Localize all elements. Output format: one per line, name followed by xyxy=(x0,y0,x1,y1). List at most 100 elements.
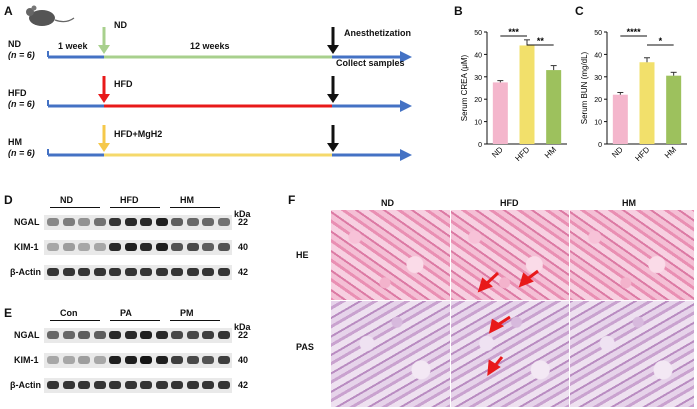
arrowhead-icon xyxy=(400,100,412,112)
blot-group-label: HM xyxy=(180,195,194,205)
blot-band xyxy=(124,268,137,276)
diet-arrowhead-icon xyxy=(98,45,110,54)
blot-band xyxy=(62,243,75,251)
blot-band xyxy=(47,218,59,226)
blot-group-line xyxy=(110,207,160,208)
blot-band xyxy=(186,331,199,339)
blot-band xyxy=(124,331,137,339)
blot-band xyxy=(217,381,230,389)
y-tick-label: 20 xyxy=(594,97,602,104)
group-hfd-n: (n = 6) xyxy=(8,99,35,109)
y-tick-label: 30 xyxy=(474,75,482,82)
histo-pas-hm xyxy=(569,300,695,408)
blot-group-line xyxy=(110,320,160,321)
blot-band xyxy=(109,268,121,276)
sample-arrowhead-icon xyxy=(327,45,339,54)
week1-label: 1 week xyxy=(58,41,88,51)
blot-band xyxy=(155,381,168,389)
blot-band xyxy=(186,356,199,364)
blot-band xyxy=(47,381,59,389)
histo-col-nd: ND xyxy=(381,198,394,208)
blot-row-label: KIM-1 xyxy=(14,355,39,365)
blot-group-line xyxy=(170,207,220,208)
blot-group-label: PA xyxy=(120,308,132,318)
bar xyxy=(612,94,628,144)
blot-band xyxy=(93,218,106,226)
blot-lane-strip xyxy=(44,215,232,230)
blot-band xyxy=(109,381,121,389)
blot-band xyxy=(140,381,152,389)
y-tick-label: 20 xyxy=(474,97,482,104)
blot-band xyxy=(186,268,199,276)
kda-value: 42 xyxy=(238,380,249,390)
blot-band xyxy=(171,243,183,251)
blot-band xyxy=(140,331,152,339)
blot-group-label: ND xyxy=(60,195,73,205)
histo-col-hm: HM xyxy=(622,198,636,208)
blot-band xyxy=(155,268,168,276)
blot-band xyxy=(140,243,152,251)
x-tick-label: ND xyxy=(490,145,505,160)
blot-band xyxy=(62,381,75,389)
blot-lane-strip xyxy=(44,378,232,393)
histo-he-nd xyxy=(330,209,452,302)
significance-label: * xyxy=(659,36,663,46)
bar xyxy=(519,45,535,144)
blot-band xyxy=(78,381,90,389)
blot-band xyxy=(155,218,168,226)
arrowhead-icon xyxy=(400,149,412,161)
sample-arrowhead-icon xyxy=(327,143,339,152)
y-tick-label: 10 xyxy=(474,120,482,127)
mouse-icon xyxy=(26,5,75,26)
blot-band xyxy=(109,356,121,364)
blot-band xyxy=(202,331,214,339)
histo-row-he: HE xyxy=(296,250,309,260)
blot-band xyxy=(155,356,168,364)
group-nd-label: ND xyxy=(8,39,21,49)
panel-label-d: D xyxy=(4,193,13,207)
blot-band xyxy=(78,331,90,339)
y-axis-label: Serum CREA (μM) xyxy=(460,54,469,121)
kda-value: 22 xyxy=(238,217,249,227)
blot-band xyxy=(171,218,183,226)
blot-band xyxy=(93,381,106,389)
histo-he-hfd xyxy=(450,209,571,302)
blot-band xyxy=(47,243,59,251)
collect-samples-label: Collect samples xyxy=(336,58,405,68)
significance-label: *** xyxy=(508,27,519,37)
blot-band xyxy=(186,243,199,251)
blot-row-label: NGAL xyxy=(14,217,40,227)
blot-band xyxy=(171,331,183,339)
sample-arrowhead-icon xyxy=(327,94,339,103)
bar xyxy=(666,75,682,144)
weeks12-label: 12 weeks xyxy=(190,41,230,51)
kda-label: kDa xyxy=(234,209,251,219)
blot-band xyxy=(186,381,199,389)
blot-band xyxy=(62,218,75,226)
blot-band xyxy=(202,356,214,364)
blot-band xyxy=(140,268,152,276)
histo-arrows xyxy=(477,269,539,376)
y-axis-label: Serum BUN (mg/dL) xyxy=(580,51,589,124)
blot-band xyxy=(109,218,121,226)
blot-band xyxy=(140,218,152,226)
y-tick-label: 50 xyxy=(594,30,602,37)
panel-label-f: F xyxy=(288,193,296,207)
blot-group-label: PM xyxy=(180,308,194,318)
blot-band xyxy=(78,356,90,364)
blot-band xyxy=(217,268,230,276)
blot-band xyxy=(124,381,137,389)
y-tick-label: 30 xyxy=(594,75,602,82)
panel-label-c: C xyxy=(575,4,584,18)
histo-pas-nd xyxy=(330,300,452,408)
blot-band xyxy=(109,243,121,251)
blot-band xyxy=(202,381,214,389)
blot-band xyxy=(93,331,106,339)
kda-value: 40 xyxy=(238,242,249,252)
y-tick-label: 0 xyxy=(598,142,602,149)
blot-band xyxy=(62,331,75,339)
blot-band xyxy=(93,243,106,251)
y-tick-label: 10 xyxy=(594,120,602,127)
blot-band xyxy=(109,331,121,339)
